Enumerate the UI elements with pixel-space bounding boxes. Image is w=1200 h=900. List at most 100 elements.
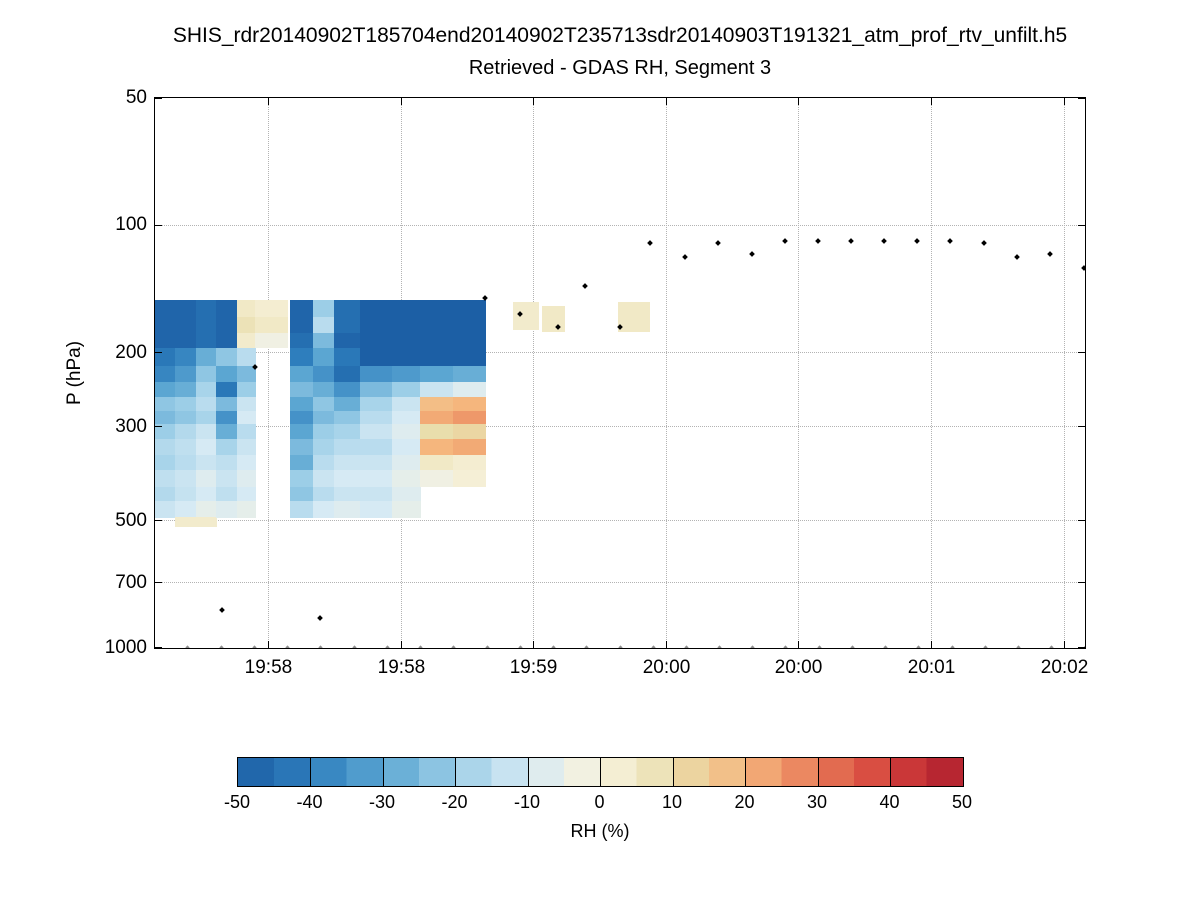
heatmap-cell	[313, 470, 336, 488]
x-tick-label: 20:00	[774, 657, 823, 678]
heatmap-cell	[195, 365, 217, 383]
heatmap-cell	[254, 333, 288, 349]
heatmap-cell	[452, 397, 486, 412]
colorbar-tick-label: -30	[368, 792, 395, 812]
colorbar-tick-label: -50	[223, 792, 250, 812]
colorbar-tick-line	[310, 758, 311, 786]
heatmap-cell	[313, 423, 336, 440]
heatmap-cell	[195, 347, 217, 367]
heatmap-cell	[334, 470, 361, 488]
heatmap-cell	[236, 317, 256, 334]
heatmap-cell	[452, 365, 486, 383]
heatmap-cell	[254, 317, 288, 334]
heatmap-cell	[420, 397, 454, 412]
x-axis-tick	[400, 98, 402, 105]
heatmap-cell	[175, 470, 197, 488]
x-axis-tick	[533, 98, 534, 105]
heatmap-cell	[313, 317, 336, 334]
heatmap-cell	[289, 501, 314, 518]
heatmap-cell	[175, 397, 197, 412]
x-axis-tick	[1064, 641, 1066, 648]
colorbar-tick-label: 10	[661, 792, 683, 812]
heatmap-cell	[420, 470, 454, 488]
heatmap-cell	[155, 470, 177, 488]
heatmap-cell	[155, 410, 177, 425]
heatmap-cell	[334, 382, 361, 398]
heatmap-cell	[175, 517, 197, 528]
heatmap-cell	[195, 382, 217, 398]
colorbar-tick-line	[455, 758, 456, 786]
y-axis-tick	[155, 352, 162, 354]
heatmap-cell	[289, 438, 314, 456]
heatmap-cell	[289, 397, 314, 412]
heatmap-cell	[334, 438, 361, 456]
heatmap-cell	[155, 438, 177, 456]
heatmap-cell	[216, 397, 238, 412]
heatmap-cell	[392, 470, 421, 488]
colorbar-tick-line	[745, 758, 746, 786]
colorbar-tick-label: -20	[441, 792, 468, 812]
heatmap-cell	[313, 501, 336, 518]
heatmap-cell	[175, 299, 197, 349]
heatmap-cell	[216, 470, 238, 488]
heatmap-cell	[216, 455, 238, 471]
heatmap-cell	[359, 470, 393, 488]
heatmap-cell	[236, 423, 256, 440]
heatmap-cell	[420, 299, 454, 367]
heatmap-cell	[289, 455, 314, 471]
y-axis-tick	[1078, 520, 1085, 522]
colorbar-tick-labels: -50 -40 -30 -20 -10 0 10 20 30 40 50	[224, 792, 972, 816]
colorbar-tick-label: 50	[951, 792, 973, 812]
heatmap-cell	[334, 410, 361, 425]
heatmap-cell	[216, 299, 238, 349]
y-axis-tick	[155, 224, 162, 226]
heatmap-cell	[313, 455, 336, 471]
y-axis-tick	[155, 647, 162, 648]
x-axis-tick	[533, 641, 534, 648]
x-tick-label: 19:58	[377, 657, 426, 678]
colorbar-tick-label: 40	[879, 792, 900, 812]
heatmap-cell	[216, 486, 238, 502]
colorbar-tick-line	[527, 758, 529, 786]
x-tick-label: 20:00	[642, 657, 691, 678]
heatmap-cell	[155, 382, 177, 398]
heatmap-cell	[334, 486, 361, 502]
heatmap-cell	[155, 299, 177, 349]
heatmap-cell	[313, 397, 336, 412]
heatmap-cell	[359, 501, 393, 518]
heatmap-cell	[313, 347, 336, 367]
y-axis-tick	[1078, 98, 1085, 99]
heatmap-cell	[359, 365, 393, 383]
gridline-x	[533, 98, 534, 648]
heatmap-cell	[513, 302, 539, 330]
heatmap-cell	[195, 299, 217, 349]
y-tick-label: 500	[115, 509, 147, 531]
heatmap-cell	[216, 438, 238, 456]
x-axis-tick	[798, 641, 800, 648]
heatmap-cell	[236, 299, 256, 318]
heatmap-cell	[236, 501, 256, 518]
heatmap-cell	[359, 438, 393, 456]
heatmap-cell	[289, 486, 314, 502]
heatmap-cell	[359, 455, 393, 471]
colorbar-tick-label: 30	[806, 792, 828, 812]
y-axis-tick	[1078, 426, 1085, 428]
gridline-x	[666, 98, 667, 648]
heatmap-cell	[175, 423, 197, 440]
heatmap-cell	[236, 438, 256, 456]
heatmap-cell	[313, 438, 336, 456]
y-axis-tick	[1078, 647, 1085, 648]
heatmap-cell	[175, 486, 197, 502]
heatmap-cell	[236, 365, 256, 383]
chart-title: SHIS_rdr20140902T185704end20140902T23571…	[172, 24, 1068, 47]
heatmap-cell	[359, 299, 393, 367]
heatmap-cell	[359, 423, 393, 440]
y-axis-tick	[155, 582, 162, 584]
colorbar-tick-label: 0	[594, 792, 605, 812]
gridline-y	[155, 582, 1085, 584]
heatmap-cell	[334, 317, 361, 334]
heatmap-cell	[195, 486, 217, 502]
gridline-y	[155, 520, 1085, 522]
y-tick-label: 300	[115, 415, 147, 437]
heatmap-cell	[236, 470, 256, 488]
